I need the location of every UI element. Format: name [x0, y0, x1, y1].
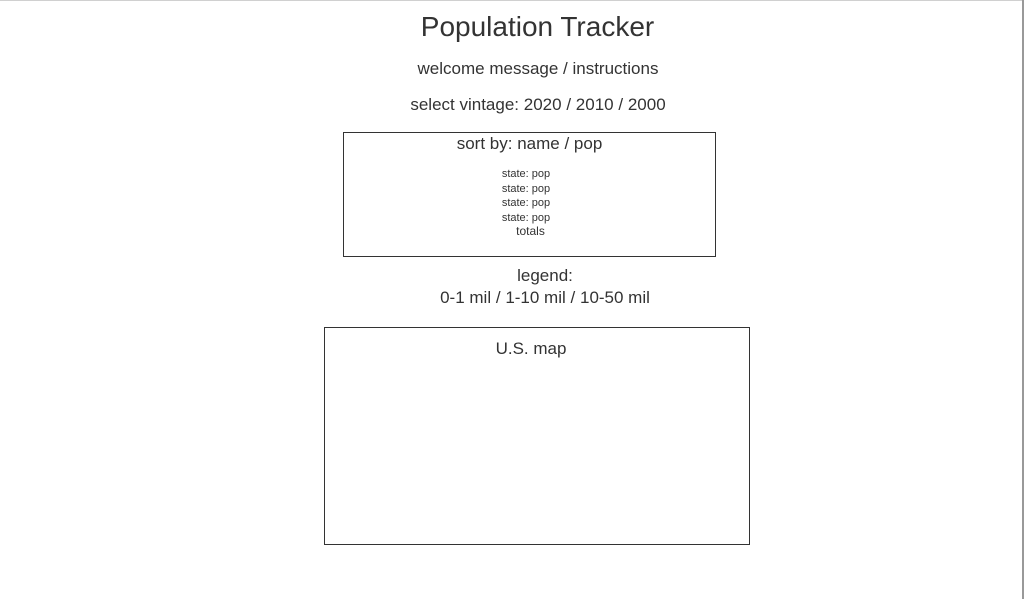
state-row: state: pop [501, 168, 551, 180]
legend-label: legend: [517, 266, 573, 285]
sort-option-pop[interactable]: pop [573, 134, 603, 153]
totals-row: totals [516, 224, 545, 238]
state-row: state: pop [501, 197, 551, 209]
welcome-message: welcome message / instructions [417, 59, 659, 78]
vintage-option-2020[interactable]: 2020 [523, 95, 562, 114]
state-row: state: pop [501, 211, 551, 224]
vintage-separator: / [618, 95, 624, 114]
legend-range-1-10: 1-10 mil [505, 288, 566, 307]
state-row: state: pop [501, 182, 551, 195]
legend-range-0-1: 0-1 mil [440, 288, 492, 307]
vintage-option-2010[interactable]: 2010 [575, 95, 614, 114]
us-map-label: U.S. map [495, 339, 567, 358]
state-list-panel: sort by: name / pop state: pop state: po… [343, 132, 716, 257]
legend-range-10-50: 10-50 mil [579, 288, 650, 307]
window-right-edge [1022, 0, 1024, 599]
page-title: Population Tracker [420, 11, 655, 42]
state-list: state: pop state: pop state: pop state: … [344, 167, 708, 225]
sort-separator: / [564, 134, 570, 153]
vintage-option-2000[interactable]: 2000 [627, 95, 666, 114]
sort-controls: sort by: name / pop [344, 134, 715, 154]
legend-separator: / [570, 288, 576, 307]
legend-ranges: 0-1 mil / 1-10 mil / 10-50 mil [0, 288, 1025, 308]
vintage-separator: / [566, 95, 572, 114]
vintage-selector: select vintage: 2020 / 2010 / 2000 [0, 95, 1025, 115]
us-map-panel[interactable]: U.S. map [324, 327, 750, 545]
legend-separator: / [495, 288, 501, 307]
sort-option-name[interactable]: name [517, 134, 560, 153]
sort-label: sort by: [456, 134, 513, 153]
vintage-label: select vintage: [410, 95, 520, 114]
top-border [0, 0, 1022, 1]
